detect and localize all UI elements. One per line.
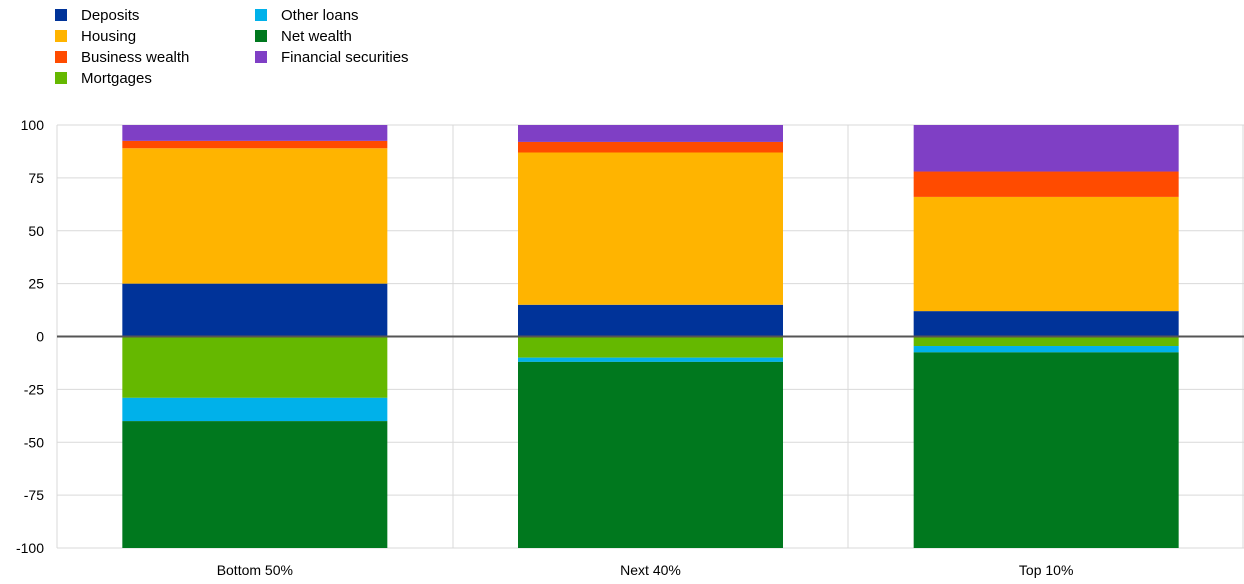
bar-business-wealth-bottom-50pct (122, 140, 388, 149)
legend-label-net-wealth: Net wealth (281, 28, 352, 45)
bar-housing-next-40pct (518, 152, 783, 305)
bar-financial-securities-next-40pct (518, 125, 783, 142)
legend-swatch-deposits (55, 9, 67, 21)
bar-deposits-bottom-50pct (122, 283, 388, 337)
legend-swatch-mortgages (55, 72, 67, 84)
legend-item-housing: Housing (55, 27, 136, 47)
bar-net-wealth-top-10pct (913, 352, 1179, 548)
legend-swatch-business-wealth (55, 51, 67, 63)
legend-label-financial-securities: Financial securities (281, 49, 409, 66)
x-tick-label-next-40pct: Next 40% (620, 562, 681, 578)
x-tick-label-bottom-50pct: Bottom 50% (217, 562, 293, 578)
legend-label-other-loans: Other loans (281, 7, 359, 24)
legend-label-mortgages: Mortgages (81, 70, 152, 87)
bar-deposits-top-10pct (913, 311, 1179, 337)
bar-net-wealth-bottom-50pct (122, 421, 388, 548)
bar-net-wealth-next-40pct (518, 361, 783, 548)
bar-financial-securities-top-10pct (913, 125, 1179, 172)
legend-item-deposits: Deposits (55, 6, 139, 26)
bar-other-loans-bottom-50pct (122, 397, 388, 422)
y-tick-label-100: -100 (16, 540, 44, 556)
bar-mortgages-bottom-50pct (122, 336, 388, 398)
y-tick-label-75: -75 (24, 487, 44, 503)
bar-housing-bottom-50pct (122, 148, 388, 284)
legend-label-business-wealth: Business wealth (81, 49, 190, 66)
bar-deposits-next-40pct (518, 304, 783, 337)
legend-item-other-loans: Other loans (255, 6, 359, 26)
y-tick-label-100: 100 (21, 117, 45, 133)
legend-item-mortgages: Mortgages (55, 69, 152, 89)
bar-other-loans-next-40pct (518, 357, 783, 362)
y-tick-label-50: 50 (28, 223, 44, 239)
y-tick-label-50: -50 (24, 434, 44, 450)
bar-financial-securities-bottom-50pct (122, 125, 388, 141)
y-tick-label-75: 75 (28, 170, 44, 186)
legend-swatch-net-wealth (255, 30, 267, 42)
legend-label-housing: Housing (81, 28, 137, 45)
y-tick-label-25: 25 (28, 276, 44, 292)
legend-swatch-housing (55, 30, 67, 42)
x-tick-label-top-10pct: Top 10% (1019, 562, 1073, 578)
legend-item-net-wealth: Net wealth (255, 27, 352, 47)
bar-mortgages-top-10pct (913, 336, 1179, 347)
bar-housing-top-10pct (913, 196, 1179, 312)
legend-item-financial-securities: Financial securities (255, 48, 409, 68)
legend-item-business-wealth: Business wealth (55, 48, 189, 68)
legend-swatch-other-loans (255, 9, 267, 21)
bar-other-loans-top-10pct (913, 346, 1179, 353)
y-tick-label-25: -25 (24, 381, 44, 397)
bar-mortgages-next-40pct (518, 336, 783, 358)
y-tick-label-0: 0 (36, 329, 44, 345)
bar-business-wealth-top-10pct (913, 171, 1179, 197)
legend-label-deposits: Deposits (81, 7, 140, 24)
legend-swatch-financial-securities (255, 51, 267, 63)
bar-business-wealth-next-40pct (518, 141, 783, 153)
